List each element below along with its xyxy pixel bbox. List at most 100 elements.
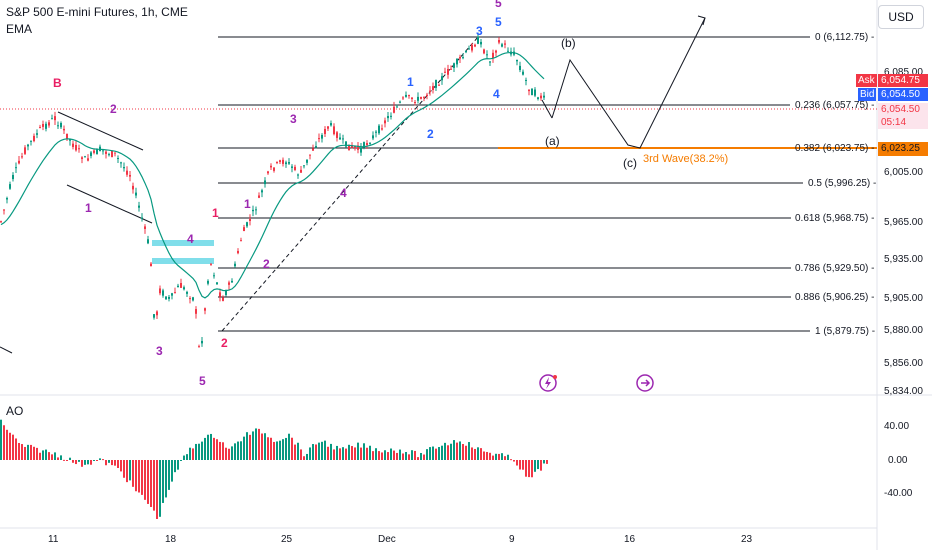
- fib-lines[interactable]: [218, 36, 810, 332]
- wave-label: 3: [476, 24, 483, 38]
- time-tick: 18: [165, 534, 177, 545]
- candle-body: [411, 97, 413, 100]
- support-zone-upper[interactable]: [152, 240, 214, 246]
- ema-indicator-label[interactable]: EMA: [6, 22, 33, 36]
- fib-trendline[interactable]: [221, 36, 479, 332]
- ao-bar: [462, 444, 464, 460]
- ao-bar: [60, 455, 62, 460]
- wave-label: 5: [199, 374, 206, 388]
- edge-trendline[interactable]: [0, 346, 13, 354]
- ao-bar: [459, 441, 461, 460]
- candle-body: [102, 150, 104, 152]
- candle-body: [315, 146, 317, 148]
- ao-bar: [324, 440, 326, 460]
- candle-body: [123, 166, 125, 169]
- ao-bar: [213, 437, 215, 460]
- wave-labels: B 2 1 3 4 1 2 5 1 2 3 4 1 2 3 4 5 5: [53, 0, 502, 388]
- ao-bar: [378, 451, 380, 460]
- last-price-tag: 6,054.50: [878, 103, 928, 116]
- time-axis-ticks: 11 18 25 Dec 9 16 23: [48, 534, 753, 545]
- lightning-event-icon[interactable]: [539, 374, 557, 392]
- ao-bar: [258, 428, 260, 460]
- chart-title[interactable]: S&P 500 E-mini Futures, 1h, CME: [6, 5, 188, 19]
- projection-path[interactable]: [551, 17, 706, 149]
- candle-body: [525, 79, 527, 81]
- ao-histogram[interactable]: [0, 419, 548, 519]
- fib-labels: 0 (6,112.75) - 0.236 (6,057.75) - 0.382 …: [795, 32, 876, 337]
- ao-bar: [42, 450, 44, 460]
- ao-bar: [189, 447, 191, 460]
- ao-bar: [105, 460, 107, 466]
- channel-upper-line[interactable]: [57, 111, 144, 151]
- ao-bar: [540, 460, 542, 471]
- ao-bar: [192, 448, 194, 460]
- candle-body: [204, 308, 206, 311]
- candle-body: [165, 296, 167, 300]
- candle-body: [39, 127, 41, 129]
- ao-bar: [345, 448, 347, 460]
- ao-bar: [147, 460, 149, 504]
- ao-bar: [39, 452, 41, 460]
- ao-bar: [351, 446, 353, 460]
- ao-bar: [108, 460, 110, 463]
- ao-indicator-label[interactable]: AO: [6, 404, 24, 418]
- projection-label-c: (c): [623, 156, 637, 170]
- currency-button[interactable]: USD: [878, 5, 924, 29]
- candle-body: [108, 154, 110, 156]
- bar-countdown: 05:14: [878, 116, 928, 129]
- ao-bar: [45, 449, 47, 460]
- candle-body: [507, 50, 509, 52]
- candle-body: [246, 222, 248, 227]
- candle-body: [273, 167, 275, 171]
- candle-body: [240, 240, 242, 242]
- ao-bar: [156, 460, 158, 519]
- candle-body: [471, 44, 473, 51]
- candles-group[interactable]: [0, 32, 545, 348]
- ao-bar: [303, 456, 305, 460]
- wave-label: 2: [110, 102, 117, 116]
- ao-bar: [285, 437, 287, 460]
- candle-body: [72, 143, 74, 147]
- ao-bar: [333, 449, 335, 460]
- candle-body: [414, 102, 416, 104]
- ema-line[interactable]: [0, 51, 545, 299]
- forward-event-icon[interactable]: [636, 374, 654, 392]
- candle-body: [153, 314, 155, 318]
- ao-bar: [543, 460, 545, 464]
- channel-lower-line[interactable]: [66, 184, 153, 224]
- ao-bar: [525, 460, 527, 477]
- candle-body: [213, 275, 215, 277]
- ao-bar: [381, 452, 383, 460]
- ao-bar: [537, 460, 539, 470]
- candle-body: [375, 131, 377, 133]
- candle-body: [528, 89, 530, 92]
- ao-bar: [204, 437, 206, 460]
- candle-body: [396, 106, 398, 108]
- ao-bar: [240, 441, 242, 460]
- candle-body: [222, 297, 224, 301]
- candle-body: [336, 132, 338, 138]
- ao-bar: [375, 448, 377, 460]
- candle-body: [384, 120, 386, 124]
- candle-body: [387, 116, 389, 119]
- candle-body: [492, 52, 494, 59]
- wave-label: 1: [407, 75, 414, 89]
- wave-label-B: B: [53, 76, 62, 90]
- ao-bar: [399, 449, 401, 460]
- projection-label-b: (b): [561, 36, 576, 50]
- fib-label-0886: 0.886 (5,906.25) -: [795, 292, 875, 303]
- projection-labels: (b) (a) (c): [545, 36, 637, 170]
- ao-bar: [507, 454, 509, 460]
- candle-body: [474, 44, 476, 47]
- ao-bar: [228, 448, 230, 460]
- support-zone-lower[interactable]: [152, 258, 214, 264]
- ao-tick: 0.00: [888, 455, 908, 466]
- ao-bar: [132, 460, 134, 487]
- ao-bar: [363, 443, 365, 460]
- candle-body: [186, 291, 188, 294]
- candle-body: [351, 145, 353, 148]
- price-tick: 5,834.00: [884, 386, 923, 397]
- candle-body: [27, 144, 29, 147]
- ao-bar: [534, 460, 536, 472]
